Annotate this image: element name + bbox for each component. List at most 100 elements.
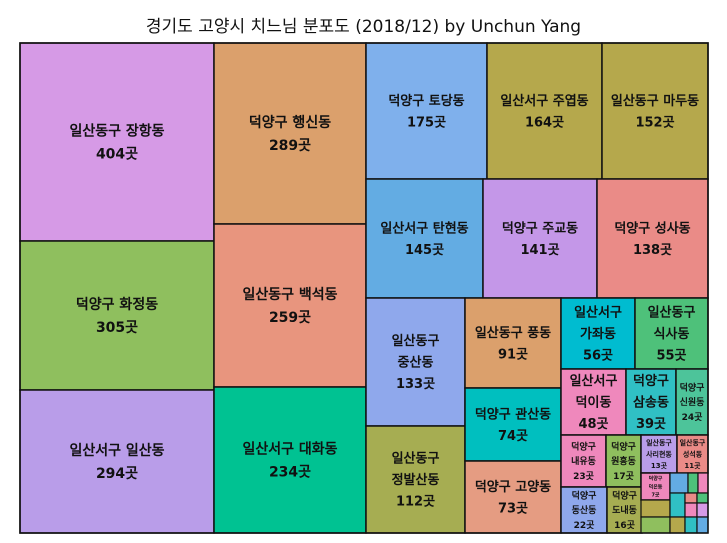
cell-value-label: 141곳: [520, 243, 559, 258]
cell-name-label: 덕양구: [633, 373, 669, 389]
cell-name-label: 삼송동: [633, 395, 669, 411]
cell-name-label: 도내동: [612, 504, 637, 516]
treemap-cell: [464, 387, 562, 462]
cell-value-label: 234곳: [269, 465, 311, 481]
cell-value-label: 24곳: [682, 412, 703, 423]
treemap-cell: [676, 434, 709, 474]
cell-name-label: 일산동구: [648, 305, 696, 321]
treemap-cell: [19, 389, 215, 534]
cell-name-label: 덕양구: [680, 381, 705, 393]
treemap-cell: [640, 472, 671, 501]
cell-name-label: 덕양구 고양동: [475, 479, 551, 495]
treemap-cell: [675, 368, 709, 436]
cell-value-label: 17곳: [613, 471, 634, 482]
cell-name-label: 성석동: [683, 450, 703, 459]
cell-value-label: 39곳: [636, 417, 666, 432]
cell-value-label: 133곳: [396, 377, 435, 392]
cell-name-label: 일산동구 풍동: [475, 325, 551, 341]
treemap-cell-small: [684, 492, 698, 504]
cell-name-label: 동산동: [572, 504, 597, 516]
cell-name-label: 식사동: [654, 326, 690, 342]
cell-name-label: 일산동구 마두동: [611, 93, 699, 109]
cell-name-label: 일산서구: [570, 373, 618, 389]
cell-value-label: 56곳: [583, 349, 613, 364]
treemap-cell: [605, 434, 642, 488]
cell-value-label: 73곳: [498, 501, 528, 516]
cell-name-label: 일산동구: [392, 451, 440, 467]
cell-value-label: 7곳: [651, 492, 659, 499]
cell-value-label: 145곳: [405, 243, 444, 258]
treemap-cell: [213, 223, 367, 388]
cell-value-label: 23곳: [573, 471, 594, 482]
treemap-cell-small: [640, 499, 671, 518]
cell-name-label: 중산동: [398, 355, 434, 371]
treemap-cell-small: [696, 502, 709, 518]
cell-value-label: 48곳: [578, 417, 608, 432]
cell-name-label: 일산서구 주엽동: [500, 93, 588, 109]
treemap-cell: [601, 42, 709, 180]
treemap-cell: [19, 42, 215, 242]
treemap-cell: [560, 368, 627, 436]
cell-value-label: 22곳: [574, 520, 595, 531]
cell-value-label: 11곳: [684, 462, 701, 470]
treemap-cell-small: [669, 492, 686, 518]
cell-name-label: 일산동구: [392, 333, 440, 349]
cell-value-label: 289곳: [269, 138, 311, 154]
cell-value-label: 55곳: [656, 349, 686, 364]
chart-title: 경기도 고양시 치느님 분포도 (2018/12) by Unchun Yang: [145, 17, 582, 37]
treemap-cell: [596, 178, 709, 299]
treemap-cell: [486, 42, 603, 180]
cell-name-label: 일산서구 대화동: [242, 440, 337, 457]
treemap-cell-small: [669, 516, 686, 534]
cell-name-label: 일산동구: [680, 438, 706, 447]
cell-value-label: 404곳: [96, 147, 138, 163]
cell-name-label: 덕양구: [649, 475, 663, 482]
cell-value-label: 175곳: [407, 115, 446, 130]
treemap-cell: [213, 386, 367, 534]
cell-value-label: 305곳: [96, 320, 138, 336]
cell-name-label: 덕양구 주교동: [502, 220, 578, 236]
cell-name-label: 덕양구: [612, 489, 637, 501]
cell-name-label: 신원동: [680, 396, 705, 408]
treemap-cell-small: [640, 516, 671, 534]
treemap-cell-small: [687, 472, 699, 494]
cell-name-label: 일산동구 장항동: [69, 122, 164, 139]
treemap-cell: [560, 434, 607, 488]
cell-value-label: 259곳: [269, 310, 311, 326]
treemap-cell: [606, 486, 643, 534]
treemap-cell: [464, 297, 562, 389]
treemap-cell: [625, 368, 677, 436]
cell-value-label: 74곳: [498, 429, 528, 444]
treemap-cell: [19, 240, 215, 391]
treemap-cell-small: [696, 516, 709, 534]
treemap-frame: [19, 42, 709, 534]
cell-value-label: 91곳: [498, 347, 528, 362]
treemap-cell: [464, 460, 562, 534]
cell-name-label: 덕양구 화정동: [76, 296, 158, 313]
cell-name-label: 일산서구 탄현동: [380, 220, 468, 236]
cell-name-label: 원흥동: [611, 455, 636, 467]
cell-name-label: 내유동: [571, 455, 596, 467]
cell-name-label: 덕이동: [576, 395, 612, 411]
treemap-cell: [482, 178, 598, 299]
treemap-cell-small: [696, 492, 709, 504]
cell-name-label: 정발산동: [392, 472, 440, 488]
treemap-cell-small: [684, 502, 698, 518]
cell-name-label: 사리현동: [646, 450, 672, 459]
cell-value-label: 112곳: [396, 495, 435, 510]
cell-value-label: 152곳: [635, 115, 674, 130]
cell-name-label: 가좌동: [580, 326, 616, 342]
treemap-cell-small: [669, 472, 689, 494]
treemap-cell: [365, 42, 488, 180]
cell-value-label: 164곳: [525, 115, 564, 130]
cell-value-label: 16곳: [614, 520, 635, 531]
cell-value-label: 294곳: [96, 466, 138, 482]
cell-name-label: 덕양구 토당동: [388, 93, 464, 109]
cell-name-label: 일산서구 일산동: [69, 442, 164, 459]
cell-name-label: 덕양구 행신동: [249, 114, 331, 131]
treemap-cell: [213, 42, 367, 225]
cell-name-label: 덕양구: [611, 440, 636, 452]
treemap-cell-small: [697, 472, 709, 494]
treemap-cell: [365, 178, 484, 299]
